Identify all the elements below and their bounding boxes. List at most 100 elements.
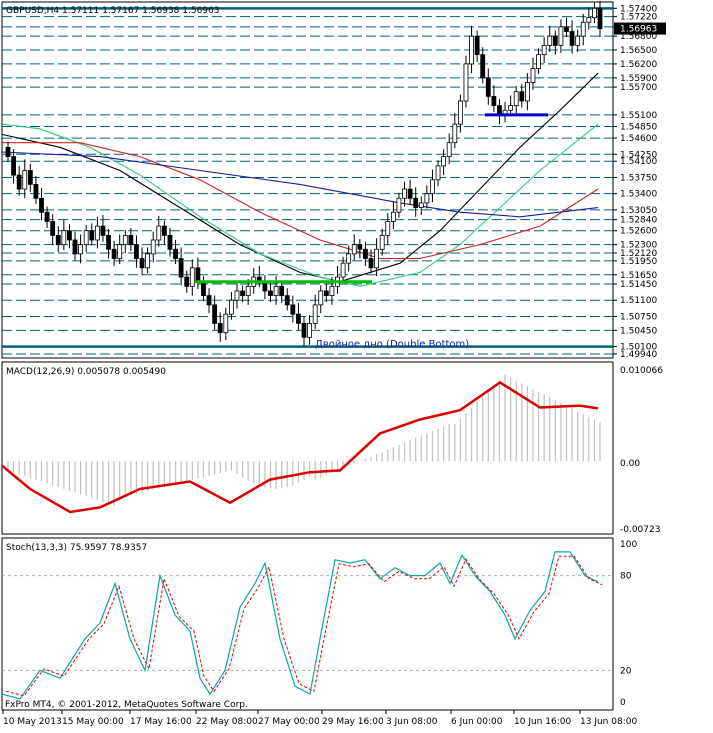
price-axis-label: 1.52600 bbox=[620, 227, 657, 237]
candle-body bbox=[195, 267, 201, 283]
candle-body bbox=[240, 290, 245, 297]
price-axis-label: 1.52300 bbox=[620, 241, 657, 251]
double-bottom-label: Двойное дно (Double Bottom) bbox=[315, 339, 469, 350]
price-axis-label: 1.50450 bbox=[620, 326, 657, 336]
candle-body bbox=[374, 248, 380, 269]
time-axis-label: 13 Jun 08:00 bbox=[580, 717, 637, 727]
price-axis-label: 1.56200 bbox=[620, 60, 657, 70]
candle-body bbox=[161, 225, 167, 236]
candle-body bbox=[519, 91, 525, 102]
candle-body bbox=[145, 253, 151, 269]
candle-body bbox=[597, 7, 603, 30]
candle-body bbox=[167, 234, 173, 250]
macd-scale-bottom: -0.00723 bbox=[620, 525, 660, 535]
time-axis-label: 17 May 16:00 bbox=[130, 717, 192, 727]
candle-body bbox=[206, 295, 212, 306]
macd-signal-line bbox=[1, 381, 599, 514]
price-axis-label: 1.56800 bbox=[620, 32, 657, 42]
candle-body bbox=[33, 184, 39, 199]
candle-body bbox=[435, 165, 441, 181]
stoch-axis: 100 80 20 0 bbox=[620, 540, 637, 708]
price-axis-label: 1.54850 bbox=[620, 122, 657, 132]
stoch-axis-label: 80 bbox=[620, 572, 632, 582]
candle-body bbox=[184, 276, 190, 287]
candle-body bbox=[592, 7, 597, 18]
candle-body bbox=[402, 188, 407, 199]
candle-body bbox=[379, 234, 385, 250]
candle-body bbox=[201, 281, 206, 297]
candle-body bbox=[390, 211, 396, 222]
time-axis-label: 22 May 08:00 bbox=[196, 717, 258, 727]
candle-body bbox=[55, 234, 61, 246]
candle-body bbox=[245, 285, 251, 297]
price-axis-label: 1.57400 bbox=[620, 4, 657, 14]
price-axis-label: 1.55700 bbox=[620, 83, 657, 93]
macd-label: MACD(12,26,9) 0.005078 0.005490 bbox=[6, 367, 166, 377]
macd-histogram bbox=[7, 374, 601, 506]
time-axis-label: 29 May 16:00 bbox=[322, 717, 384, 727]
candle-body bbox=[111, 248, 117, 259]
price-axis-label: 1.53400 bbox=[620, 190, 657, 200]
candle-body bbox=[189, 267, 195, 287]
candle-body bbox=[178, 258, 184, 278]
candle-body bbox=[346, 253, 352, 264]
candle-body bbox=[150, 239, 156, 255]
candle-body bbox=[424, 193, 430, 204]
price-axis-label: 1.52120 bbox=[620, 249, 657, 259]
candle-body bbox=[463, 63, 469, 102]
candle-body bbox=[44, 211, 50, 222]
stochastic-panel[interactable]: Stoch(13,3,3) 75.9597 78.9357 100 80 20 0 F… bbox=[1, 537, 637, 711]
price-axis-label: 1.51450 bbox=[620, 280, 657, 290]
candle-body bbox=[480, 54, 486, 79]
candle-body bbox=[67, 230, 72, 241]
time-axis-label: 3 Jun 08:00 bbox=[386, 717, 438, 727]
candle-body bbox=[418, 202, 424, 208]
price-axis-label: 1.56500 bbox=[620, 46, 657, 56]
candle-body bbox=[94, 225, 100, 241]
stoch-signal-line bbox=[5, 555, 603, 697]
candle-body bbox=[234, 290, 240, 301]
time-axis-label: 15 May 00:00 bbox=[62, 717, 124, 727]
time-axis-label: 10 Jun 16:00 bbox=[514, 717, 571, 727]
time-axis-label: 27 May 00:00 bbox=[258, 717, 320, 727]
stoch-axis-label: 100 bbox=[620, 540, 637, 550]
candle-body bbox=[122, 234, 128, 246]
candle-body bbox=[407, 188, 413, 199]
candle-body bbox=[547, 35, 553, 46]
candle-body bbox=[536, 54, 541, 69]
candle-body bbox=[530, 68, 536, 83]
candle-body bbox=[357, 244, 363, 250]
time-axis-label: 6 Jun 00:00 bbox=[451, 717, 503, 727]
candle-body bbox=[117, 244, 123, 259]
time-axis-label: 10 May 2013 bbox=[3, 717, 62, 727]
candle-body bbox=[212, 304, 218, 324]
candle-body bbox=[134, 244, 139, 259]
candle-body bbox=[61, 230, 67, 246]
candle-body bbox=[491, 95, 497, 107]
candle-body bbox=[385, 221, 391, 236]
candle-body bbox=[307, 323, 312, 338]
candle-body bbox=[340, 262, 346, 278]
price-axis-label: 1.50750 bbox=[620, 312, 657, 322]
macd-panel[interactable]: MACD(12,26,9) 0.005078 0.005490 0.010066… bbox=[1, 361, 663, 535]
main-price-panel[interactable]: Двойное дно (Double Bottom) GBPUSD,H4 1.… bbox=[1, 0, 666, 360]
candle-body bbox=[474, 35, 480, 56]
candle-body bbox=[569, 31, 575, 46]
candle-body bbox=[351, 244, 357, 255]
candle-body bbox=[11, 156, 16, 176]
price-axis-label: 1.55100 bbox=[620, 111, 657, 121]
candle-body bbox=[363, 248, 368, 259]
candle-body bbox=[301, 323, 307, 338]
candle-body bbox=[39, 197, 44, 213]
price-axis-label: 1.54250 bbox=[620, 150, 657, 160]
candle-body bbox=[290, 304, 296, 315]
price-axis-label: 1.51650 bbox=[620, 271, 657, 281]
candle-body bbox=[268, 290, 273, 297]
candle-body bbox=[279, 285, 285, 297]
candle-body bbox=[100, 225, 106, 236]
candle-body bbox=[318, 290, 324, 306]
candle-body bbox=[575, 35, 581, 46]
candle-body bbox=[312, 304, 318, 324]
